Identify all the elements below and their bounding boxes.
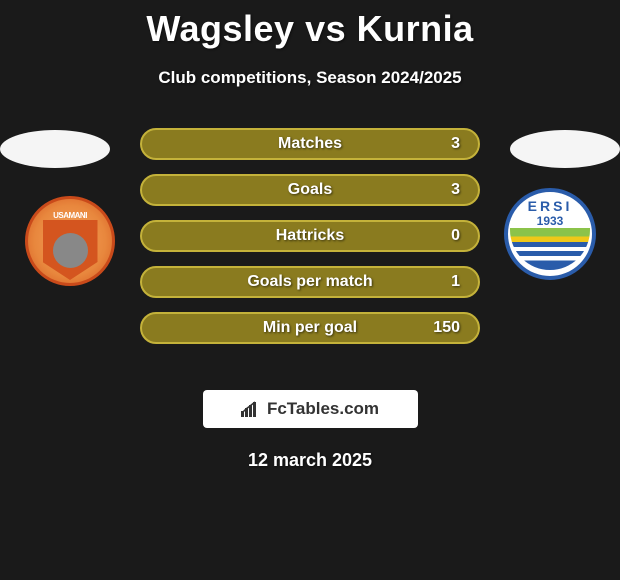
badge-left-shield xyxy=(43,220,98,280)
badge-left-circle: USAMANI xyxy=(25,196,115,286)
brand-text: FcTables.com xyxy=(267,399,379,419)
subtitle: Club competitions, Season 2024/2025 xyxy=(0,68,620,88)
oval-shadow-right xyxy=(510,130,620,168)
team-badge-right: ERSI 1933 xyxy=(504,188,596,280)
oval-shadow-left xyxy=(0,130,110,168)
stat-row-min-per-goal: Min per goal 150 xyxy=(140,312,480,344)
comparison-card: Wagsley vs Kurnia Club competitions, Sea… xyxy=(0,0,620,471)
badge-right-stripes xyxy=(510,228,590,270)
badge-left-emblem xyxy=(53,233,88,268)
stat-label: Goals per match xyxy=(247,273,372,291)
stat-label: Hattricks xyxy=(276,227,344,245)
stat-row-goals-per-match: Goals per match 1 xyxy=(140,266,480,298)
date-text: 12 march 2025 xyxy=(0,450,620,471)
stat-row-goals: Goals 3 xyxy=(140,174,480,206)
stat-value: 3 xyxy=(451,181,460,199)
stat-value: 150 xyxy=(433,319,460,337)
stat-label: Goals xyxy=(288,181,332,199)
badge-right-arc-text: ERSI xyxy=(528,198,573,214)
content-area: USAMANI ERSI 1933 Matches 3 Goals 3 Hatt… xyxy=(0,126,620,366)
stat-value: 3 xyxy=(451,135,460,153)
stat-value: 0 xyxy=(451,227,460,245)
stat-value: 1 xyxy=(451,273,460,291)
badge-right-year: 1933 xyxy=(537,214,564,228)
stat-label: Min per goal xyxy=(263,319,357,337)
stat-row-hattricks: Hattricks 0 xyxy=(140,220,480,252)
team-badge-left: USAMANI xyxy=(20,196,120,311)
bar-chart-icon xyxy=(241,401,261,417)
stat-row-matches: Matches 3 xyxy=(140,128,480,160)
page-title: Wagsley vs Kurnia xyxy=(0,0,620,50)
badge-left-arc-text: USAMANI xyxy=(53,211,87,220)
stat-label: Matches xyxy=(278,135,342,153)
stats-list: Matches 3 Goals 3 Hattricks 0 Goals per … xyxy=(140,128,480,358)
brand-box[interactable]: FcTables.com xyxy=(203,390,418,428)
